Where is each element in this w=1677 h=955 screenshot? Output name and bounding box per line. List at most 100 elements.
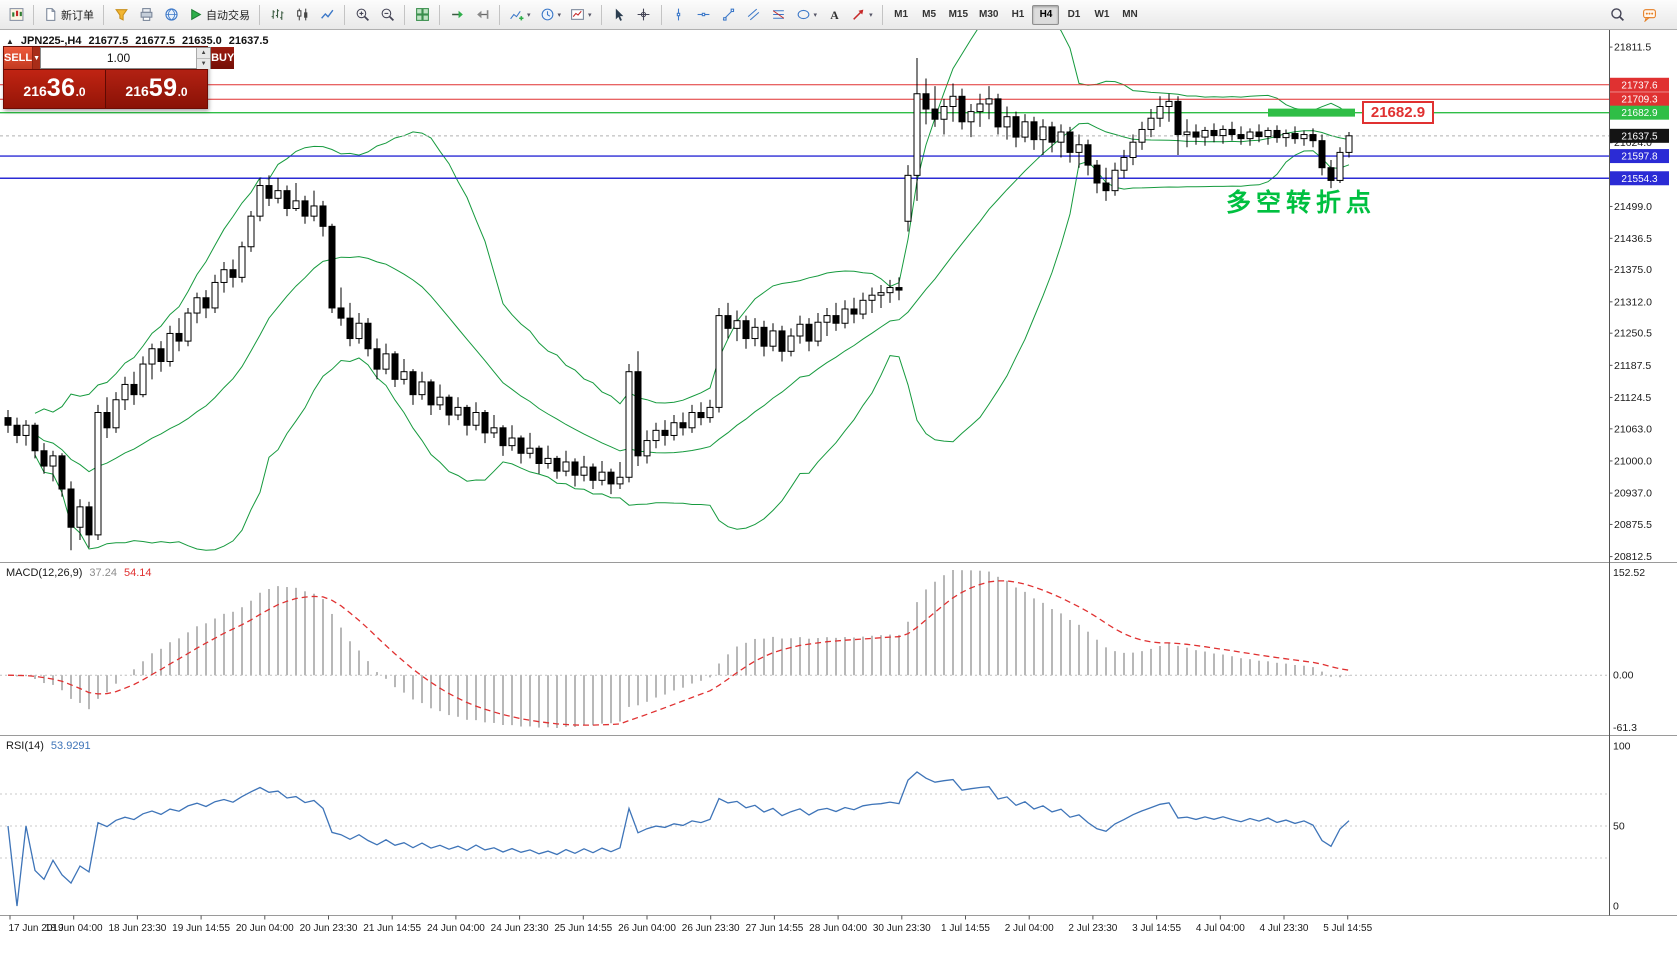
candle (949, 95, 957, 108)
timeframe-m1-button[interactable]: M1 (894, 9, 909, 20)
chevron-down-icon: ▾ (869, 11, 873, 19)
timeframe-mn-button[interactable]: MN (1122, 9, 1138, 20)
volume-input[interactable] (41, 48, 197, 68)
volume-up-button[interactable]: ▲ (197, 48, 211, 59)
candle (265, 185, 273, 199)
candle (985, 98, 993, 105)
chevron-down-icon: ▾ (813, 11, 818, 19)
timeframe-m5-button[interactable]: M5 (922, 9, 937, 20)
zoom-out-button[interactable] (375, 4, 399, 26)
price-tick-label: 21187.5 (1614, 360, 1651, 372)
price-axis[interactable]: 21811.521624.021499.021436.521375.021312… (1609, 42, 1670, 563)
equidistant-channel-button[interactable] (742, 4, 766, 26)
toolbar-separator (600, 4, 602, 25)
crosshair-button[interactable] (632, 4, 656, 26)
bollinger-lower (34, 150, 1350, 551)
volume-field: ▲ ▼ (40, 47, 212, 69)
candle (760, 326, 768, 347)
candle (670, 422, 678, 436)
layouts-button[interactable] (109, 4, 133, 26)
tile-windows-button[interactable] (410, 4, 434, 26)
cursor-button[interactable] (607, 4, 631, 26)
search-button[interactable] (1605, 4, 1629, 26)
candle (526, 447, 534, 454)
candle (796, 323, 804, 337)
candle-chart-button[interactable] (290, 4, 314, 26)
candle (1102, 182, 1110, 192)
time-label: 21 Jun 14:55 (363, 923, 421, 934)
timeframe-m15-button[interactable]: M15 (948, 9, 969, 20)
data-window-button[interactable] (159, 4, 183, 26)
order-type-dropdown[interactable]: ▼ (32, 47, 41, 69)
arrows-button[interactable]: ▾ (847, 4, 877, 26)
price-level-callout[interactable]: 21682.9 (1362, 101, 1434, 124)
candle (868, 294, 876, 301)
candle (103, 412, 111, 429)
candle (1264, 129, 1272, 138)
zoom-in-button[interactable] (350, 4, 374, 26)
timeframe-h1-button[interactable]: H1 (1011, 9, 1025, 20)
timeframe-d1-button[interactable]: D1 (1067, 9, 1081, 20)
horizontal-line-button[interactable] (692, 4, 716, 26)
bar-chart-button[interactable] (265, 4, 289, 26)
bid-price-button[interactable]: 216 36.0 (4, 70, 106, 108)
new-order-button[interactable]: 新订单 (39, 4, 98, 26)
crosshair-icon (637, 8, 650, 21)
time-label: 28 Jun 04:00 (809, 923, 867, 934)
shift-icon (476, 10, 488, 19)
templates-button[interactable]: ▾ (566, 4, 596, 26)
candle (859, 299, 867, 315)
candle (1282, 133, 1290, 139)
periods-button[interactable]: ▾ (536, 4, 566, 26)
candle (778, 330, 786, 352)
channel-icon (747, 8, 760, 21)
print-button[interactable] (134, 4, 158, 26)
fibonacci-button[interactable] (767, 4, 791, 26)
timeframe-m30-button[interactable]: M30 (979, 9, 999, 20)
buy-button[interactable]: BUY (211, 47, 235, 69)
indicators-button[interactable]: ▾ (505, 4, 535, 26)
chevron-down-icon: ▾ (588, 11, 592, 19)
price-tick-label: 21312.0 (1614, 296, 1652, 308)
chart-shift-button[interactable] (470, 4, 494, 26)
ask-big-digits: 59 (148, 74, 178, 102)
sell-button[interactable]: SELL (4, 47, 33, 69)
candle (733, 320, 741, 329)
candle (1210, 129, 1218, 137)
candle (193, 297, 201, 314)
price-tick-label: 21000.0 (1614, 455, 1652, 467)
auto-scroll-button[interactable] (445, 4, 469, 26)
candle (976, 103, 984, 113)
template-icon (571, 9, 584, 20)
collapse-icon[interactable]: ▲ (6, 36, 14, 46)
candle (1129, 141, 1137, 158)
timeframe-h4-button[interactable]: H4 (1032, 4, 1060, 25)
candle (1174, 100, 1182, 136)
chart-window: 152.52 0.00 -61.3 100 50 0 21811.5 21624.0 21499… (0, 30, 1677, 955)
time-label: 3 Jul 14:55 (1132, 923, 1181, 934)
toolbar-separator (33, 4, 34, 25)
price-chart[interactable]: 152.520.00-61.310050021811.521624.021499… (0, 30, 1677, 955)
main-toolbar: 新订单 自动交易 ▾ ▾ ▾ ▾ A ▾ M1 M5 M15 M30 H1 H4 D1 W1 MN (0, 0, 1677, 30)
candles-icon (296, 8, 307, 21)
candle (1039, 126, 1047, 141)
macd-indicator-label: MACD(12,26,9) 37.24 54.14 (6, 567, 151, 579)
window-icon (9, 8, 23, 21)
timeframe-w1-button[interactable]: W1 (1094, 9, 1110, 20)
chartplus-icon (510, 10, 524, 21)
chat-button[interactable] (1637, 4, 1661, 26)
vertical-line-button[interactable] (667, 4, 691, 26)
candlestick-series (4, 58, 1353, 551)
autotrading-button[interactable]: 自动交易 (184, 4, 254, 26)
candle (175, 332, 183, 342)
time-label: 2 Jul 23:30 (1068, 923, 1117, 934)
line-chart-button[interactable] (315, 4, 339, 26)
shapes-button[interactable]: ▾ (792, 4, 822, 26)
time-label: 30 Jun 23:30 (873, 923, 931, 934)
ask-price-button[interactable]: 216 59.0 (106, 70, 207, 108)
trendline-button[interactable] (717, 4, 741, 26)
text-button[interactable]: A (822, 4, 846, 26)
chart-window-button[interactable] (4, 4, 28, 26)
volume-down-button[interactable]: ▼ (197, 59, 211, 69)
